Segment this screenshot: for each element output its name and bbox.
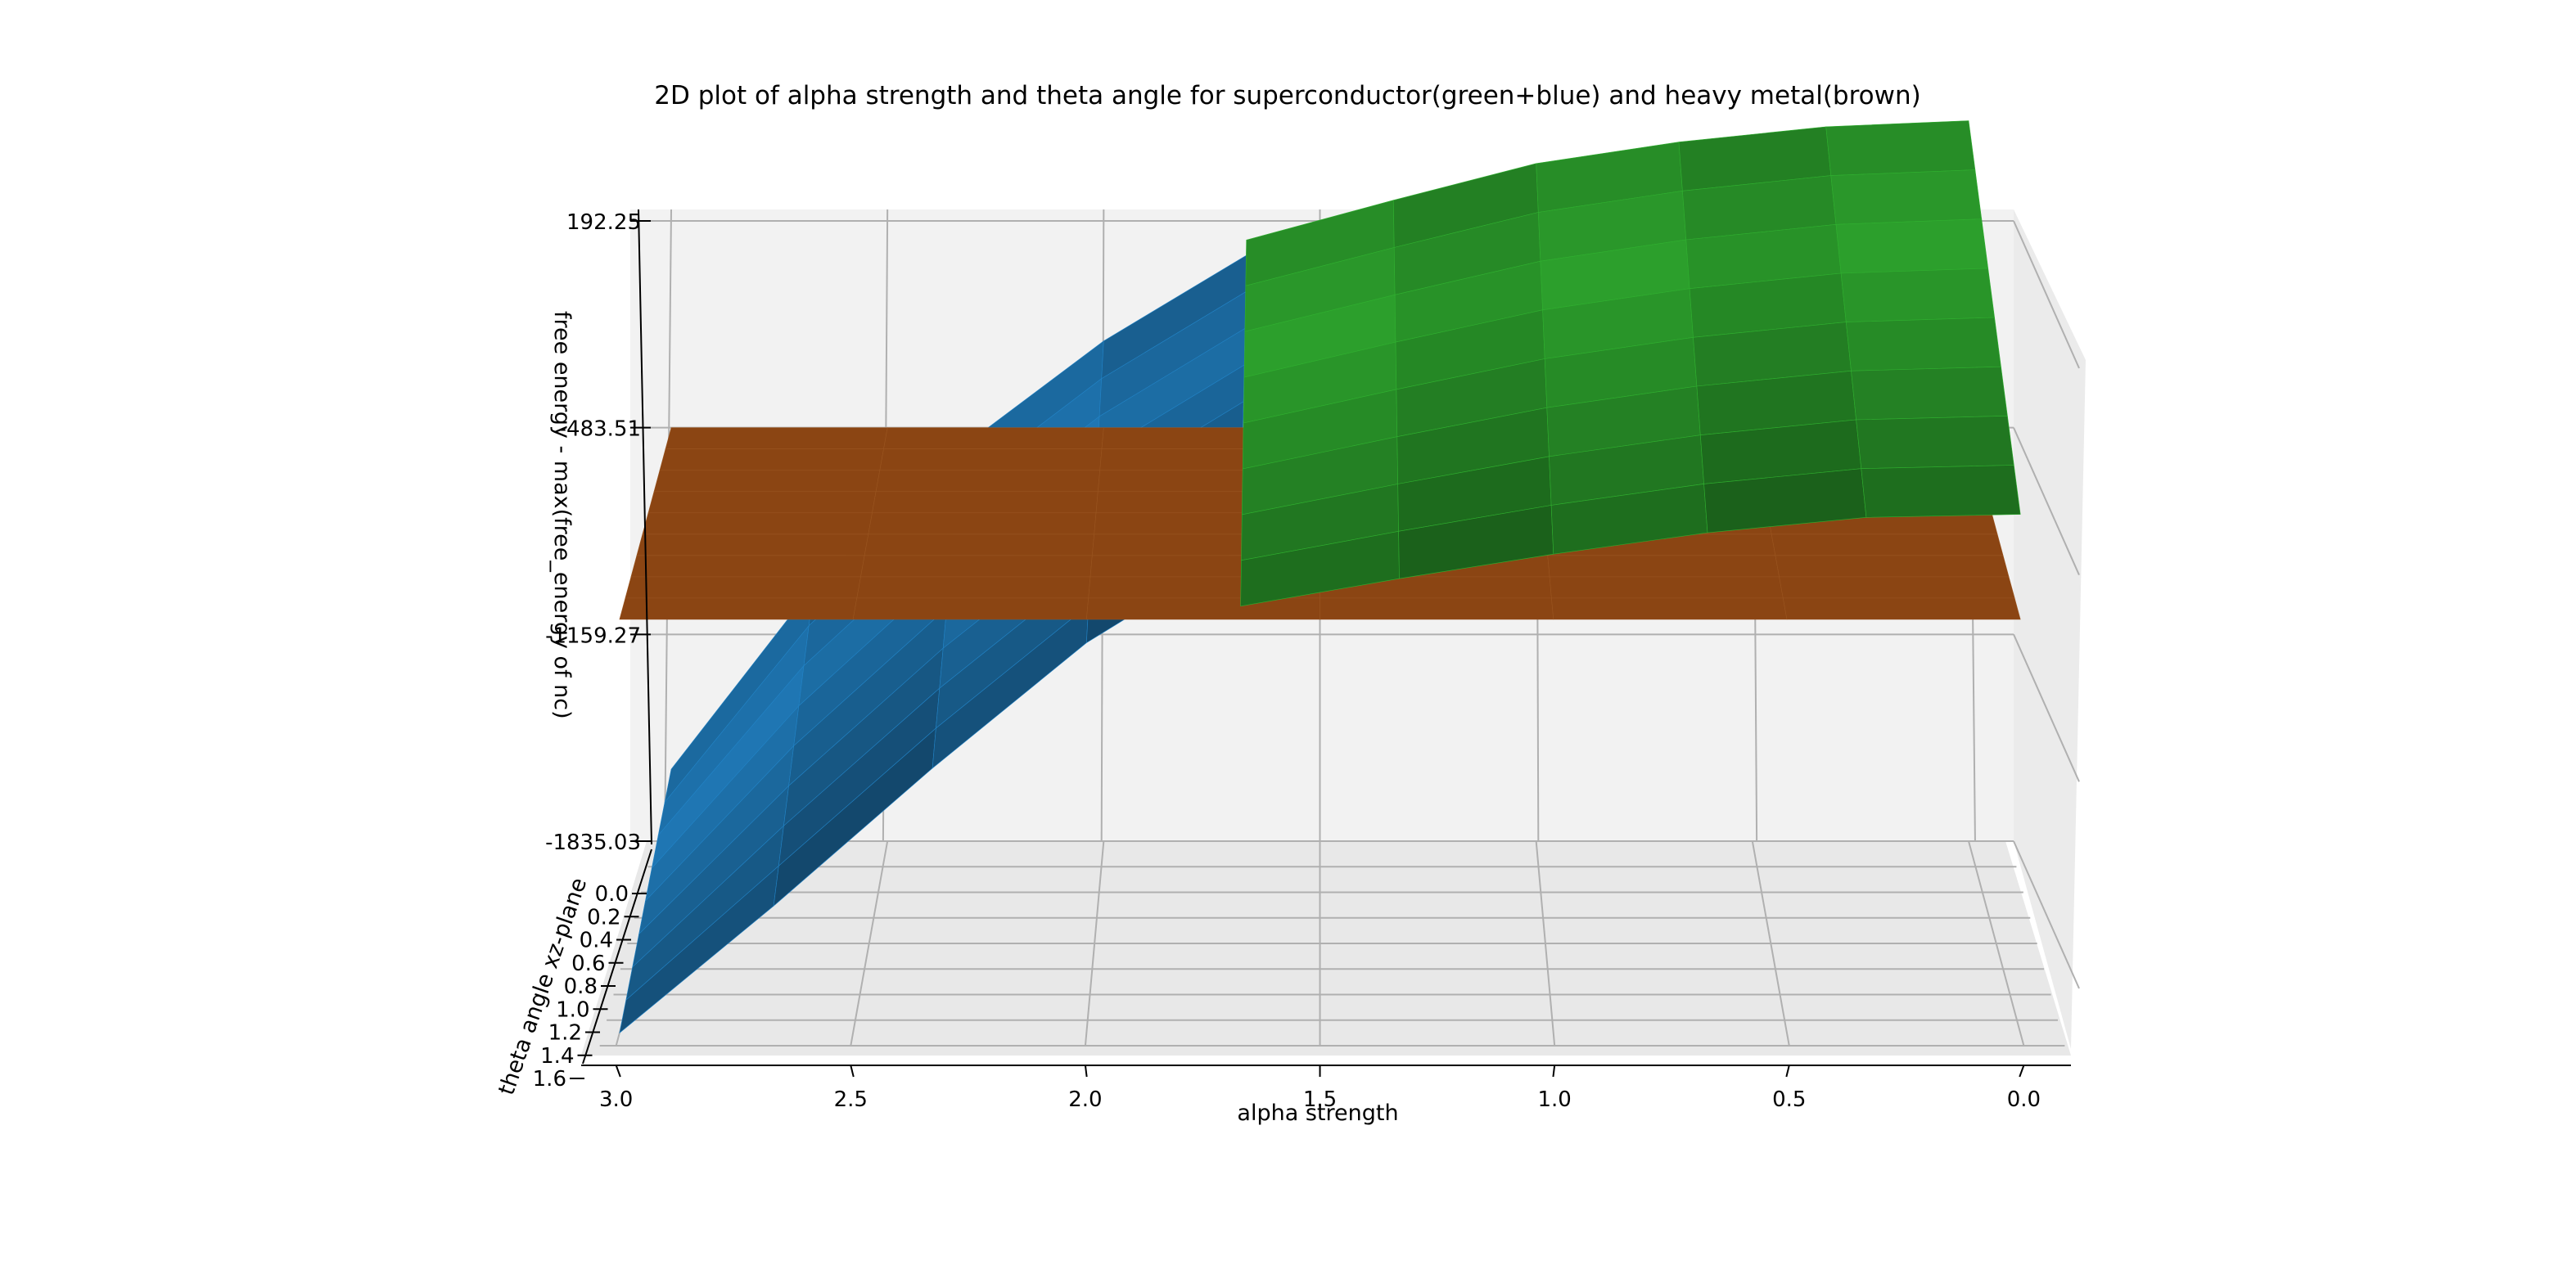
x-tick-label: 1.0	[1537, 1087, 1571, 1112]
brown-surface-facet	[1782, 597, 2021, 620]
brown-surface-facet	[864, 533, 1095, 556]
y-tick-label: 0.2	[587, 905, 620, 930]
z-axis-label: free energy - max(free_energy of nc)	[549, 311, 575, 719]
x-tick	[1084, 1065, 1088, 1078]
green-surface-facet	[1851, 366, 2008, 421]
x-tick	[850, 1065, 855, 1078]
brown-surface-facet	[665, 427, 888, 450]
green-surface-facet	[1825, 120, 1976, 176]
green-surface-facet	[1861, 465, 2021, 518]
brown-surface-facet	[642, 512, 873, 535]
brown-surface-facet	[860, 555, 1093, 578]
z-gridline-side	[2013, 220, 2080, 369]
brown-surface-facet	[852, 597, 1089, 620]
green-surface-facet	[1840, 268, 1995, 322]
brown-surface-facet	[1771, 533, 2004, 556]
y-tick-label: 0.8	[564, 975, 598, 999]
green-surface-facet	[1830, 169, 1983, 225]
z-axis-line	[638, 209, 652, 845]
y-axis-line	[582, 849, 652, 1065]
z-tick-label: -1835.03	[545, 831, 641, 855]
z-gridline-side	[2013, 427, 2080, 576]
z-tick-label: -483.51	[559, 417, 641, 442]
z-gridline-side	[2013, 633, 2080, 782]
green-surface-facet	[1856, 415, 2014, 470]
brown-surface-facet	[1779, 576, 2015, 599]
x-tick	[1552, 1065, 1556, 1078]
brown-surface-facet	[1320, 597, 1554, 620]
x-tick	[615, 1065, 621, 1078]
side-pane	[2014, 209, 2086, 1049]
brown-surface-facet	[872, 491, 1099, 514]
green-surface-facet	[1835, 218, 1989, 274]
brown-surface-facet	[1549, 576, 1784, 599]
y-tick-label: 1.6	[533, 1067, 566, 1092]
y-tick-label: 0.6	[571, 952, 605, 976]
y-tick-label: 1.4	[540, 1044, 574, 1069]
x-tick-label: 1.5	[1303, 1087, 1337, 1112]
z-tick-label: 192.25	[566, 210, 641, 235]
x-tick-label: 2.0	[1068, 1087, 1102, 1112]
x-axis-label: alpha strength	[1237, 1101, 1398, 1126]
green-surface-facet	[1845, 317, 2001, 371]
x-tick	[1785, 1065, 1790, 1078]
brown-surface-facet	[856, 576, 1091, 599]
y-tick-label: 0.0	[595, 882, 629, 907]
brown-surface-facet	[653, 470, 881, 493]
floor-pane	[581, 841, 2071, 1056]
brown-surface-facet	[1085, 597, 1320, 620]
y-tick-label: 1.2	[548, 1021, 582, 1046]
brown-surface-facet	[883, 427, 1104, 450]
x-tick-label: 0.0	[2007, 1087, 2041, 1112]
brown-surface-facet	[659, 448, 884, 471]
brown-surface-facet	[636, 533, 869, 556]
y-tick-label: 1.0	[556, 997, 589, 1022]
brown-surface-facet	[868, 512, 1097, 535]
brown-surface-facet	[1547, 555, 1780, 578]
brown-surface-facet	[619, 597, 858, 620]
brown-surface-facet	[879, 448, 1103, 471]
z-gridline-side	[2013, 840, 2080, 989]
x-tick-label: 0.5	[1772, 1087, 1806, 1112]
x-tick-label: 2.5	[834, 1087, 868, 1112]
x-tick	[2019, 1065, 2025, 1078]
brown-surface-facet	[647, 491, 877, 514]
brown-surface-facet	[875, 470, 1101, 493]
x-tick-label: 3.0	[599, 1087, 633, 1112]
brown-surface-facet	[1551, 597, 1788, 620]
z-tick-label: -1159.27	[545, 623, 641, 648]
chart-title: 2D plot of alpha strength and theta angl…	[654, 81, 1921, 110]
brown-surface-facet	[1775, 555, 2010, 578]
brown-surface-facet	[630, 555, 865, 578]
y-tick-label: 0.4	[580, 929, 613, 953]
brown-surface-facet	[625, 576, 861, 599]
